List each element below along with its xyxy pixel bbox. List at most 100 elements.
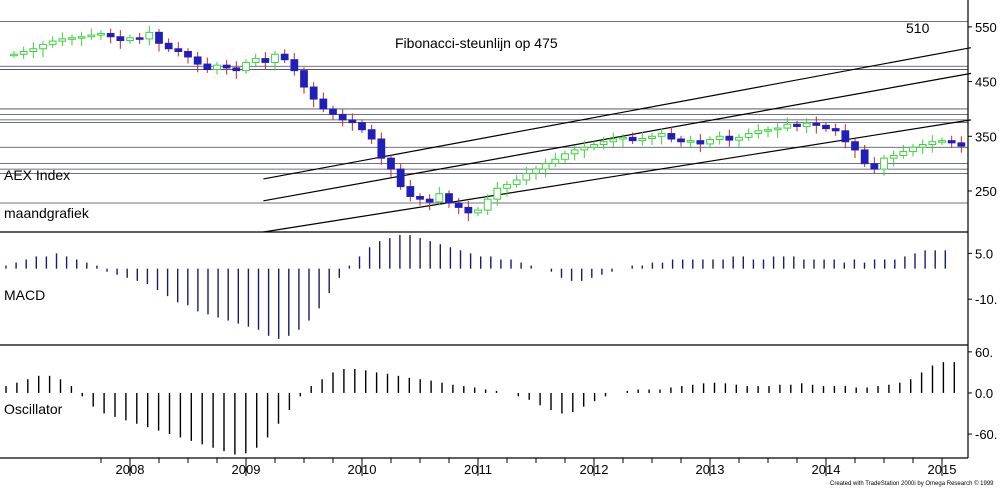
candle-body	[367, 129, 376, 140]
candle-body	[899, 151, 908, 156]
candle-body	[880, 157, 888, 170]
candle-body	[793, 123, 801, 127]
x-tick-label: 2008	[116, 462, 145, 477]
candle-body	[242, 61, 250, 72]
x-tick-label: 2011	[464, 462, 492, 477]
candle-body	[396, 168, 405, 188]
trend-line-middle	[263, 72, 972, 202]
macd-y-tick-label: -10.	[975, 292, 997, 307]
candle-body	[87, 34, 96, 38]
candle-body	[145, 31, 154, 40]
candle-body	[725, 135, 734, 141]
oscillator-panel: 60. 0.0 -60.	[5, 345, 997, 455]
candle-body	[97, 32, 105, 36]
candle-body	[474, 209, 482, 214]
fib-support-label: Fibonacci-steunlijn op 475	[395, 35, 558, 51]
candle-body	[735, 136, 743, 141]
candle-body	[609, 138, 618, 143]
candle-body	[928, 141, 937, 145]
candle-body	[590, 143, 598, 148]
candle-body	[309, 86, 318, 100]
candle-body	[715, 135, 724, 141]
oscillator-y-tick-label: 0.0	[975, 386, 993, 401]
candle-body	[445, 193, 453, 204]
price-y-tick-label: 250	[975, 184, 997, 199]
x-tick-label: 2015	[928, 462, 957, 477]
candle-body	[841, 130, 850, 143]
macd-panel-title: MACD	[4, 287, 45, 303]
candle-body	[454, 202, 463, 208]
x-tick-label: 2013	[696, 462, 725, 477]
candle-body	[251, 58, 260, 63]
candle-body	[222, 64, 231, 69]
candle-body	[580, 146, 589, 151]
candle-body	[425, 198, 434, 203]
candle-body	[377, 138, 386, 159]
candle-body	[677, 138, 685, 143]
candle-body	[174, 48, 183, 52]
candle-body	[918, 143, 927, 148]
candle-body	[822, 124, 830, 130]
candle-body	[77, 36, 86, 39]
candle-body	[570, 149, 579, 155]
candle-body	[744, 133, 753, 138]
price-y-tick-label: 550	[975, 20, 997, 35]
candle-body	[58, 38, 67, 42]
oscillator-y-tick-label: 60.	[975, 345, 993, 360]
candle-body	[696, 140, 705, 145]
candle-body	[638, 137, 647, 142]
candle-body	[68, 37, 76, 40]
price-panel-title: AEX Index	[4, 167, 70, 183]
candle-body	[938, 140, 946, 143]
candle-body	[290, 59, 299, 72]
candle-body	[512, 179, 521, 185]
x-tick-label: 2009	[232, 462, 261, 477]
candle-body	[416, 195, 424, 200]
oscillator-panel-title: Oscillator	[4, 401, 63, 417]
candle-body	[628, 136, 637, 142]
candle-body	[193, 56, 202, 65]
candle-body	[338, 113, 347, 121]
candle-body	[764, 129, 772, 132]
candle-body	[29, 48, 38, 52]
oscillator-y-tick-label: -60.	[975, 427, 997, 442]
candle-body	[503, 183, 511, 189]
candle-body	[657, 133, 666, 137]
candle-body	[329, 108, 337, 115]
candle-body	[348, 119, 357, 124]
candle-body	[10, 53, 18, 57]
candle-body	[19, 50, 28, 55]
candle-body	[648, 135, 656, 139]
footer-credit: Created with TradeStation 2000i by Omega…	[830, 480, 994, 487]
candle-body	[619, 136, 627, 140]
x-tick-label: 2014	[812, 462, 841, 477]
x-axis: 2008 2009 2010 2011 2012 2013 2014 2015	[100, 458, 957, 477]
candle-body	[300, 70, 308, 88]
candle-body	[271, 53, 279, 63]
candle-body	[957, 142, 966, 147]
candle-body	[126, 37, 134, 42]
candle-body	[48, 40, 57, 45]
candle-body	[909, 146, 917, 153]
candle-body	[522, 172, 531, 181]
candle-body	[493, 187, 502, 200]
candle-body	[783, 123, 792, 129]
candle-body	[667, 133, 676, 140]
price-y-tick-label: 350	[975, 129, 997, 144]
candle-body	[851, 141, 859, 151]
candle-body	[860, 149, 869, 165]
candle-body	[561, 153, 569, 160]
x-tick-label: 2012	[580, 462, 609, 477]
candle-body	[106, 32, 115, 38]
candle-body	[155, 31, 163, 44]
candle-body	[135, 37, 144, 40]
x-tick-label: 2010	[348, 462, 377, 477]
candle-body	[387, 157, 395, 170]
candle-body	[706, 139, 714, 145]
candle-body	[947, 140, 956, 144]
candle-body	[483, 198, 492, 211]
candle-body	[889, 154, 898, 159]
candle-body	[551, 158, 560, 165]
panel-dividers	[0, 0, 969, 459]
